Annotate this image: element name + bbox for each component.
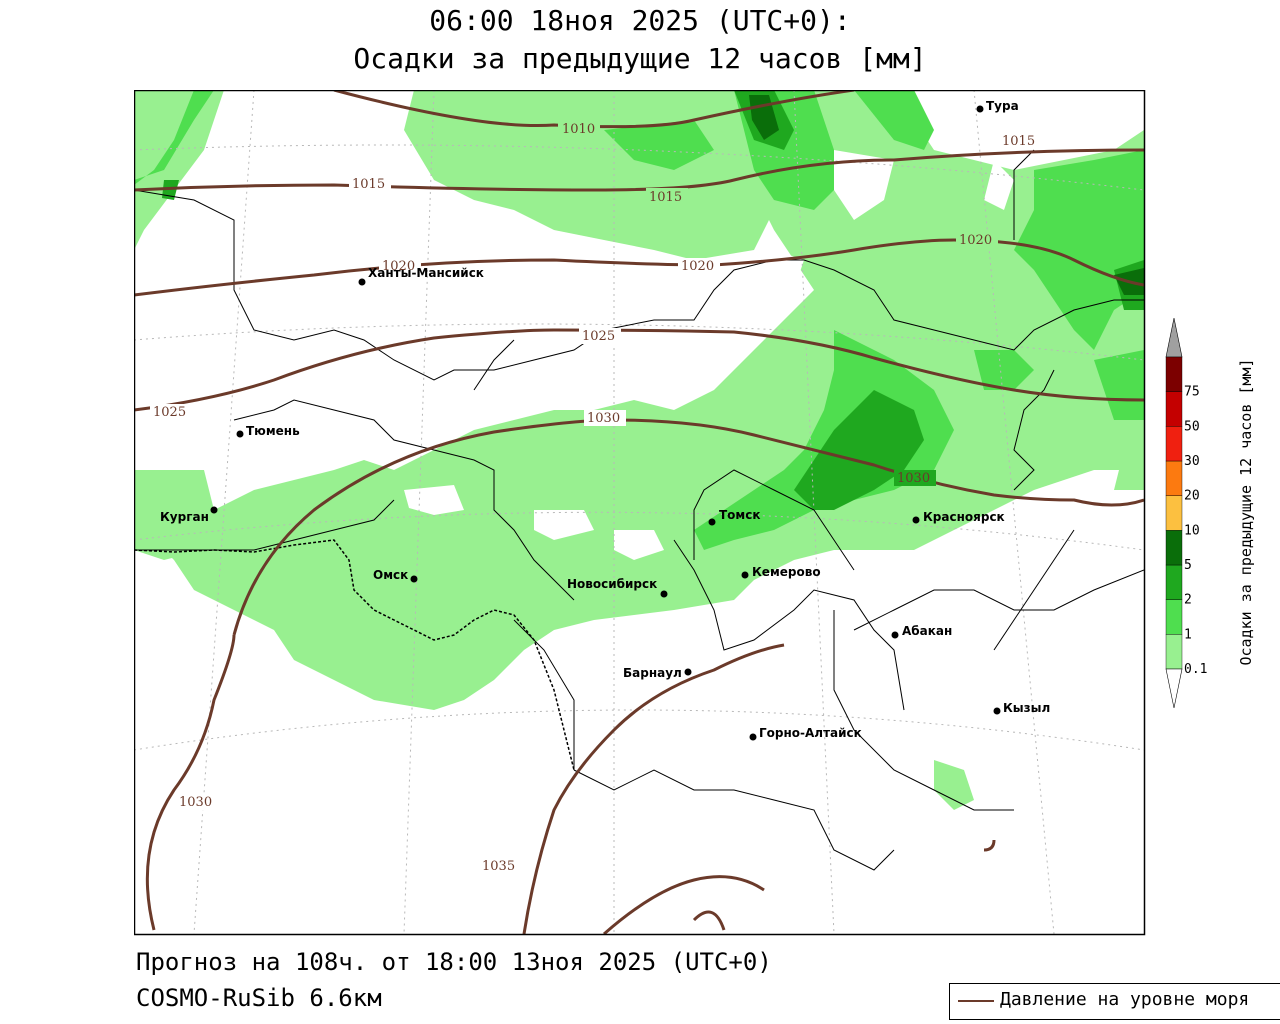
colorbar-top-arrow bbox=[1165, 317, 1183, 358]
colorbar-tick-label: 0.1 bbox=[1184, 662, 1207, 677]
colorbar-tick-label: 30 bbox=[1184, 454, 1200, 469]
legend-isobar-label: Давление на уровне моря bbox=[1000, 989, 1250, 1010]
city-marker bbox=[708, 518, 716, 526]
forecast-info: Прогноз на 108ч. от 18:00 13ноя 2025 (UT… bbox=[136, 948, 772, 976]
city-label: Новосибирск bbox=[567, 577, 657, 591]
colorbar-tick-label: 5 bbox=[1184, 558, 1192, 573]
map-frame bbox=[134, 90, 1146, 936]
model-name: COSMO-RuSib 6.6км bbox=[136, 984, 382, 1012]
city-marker bbox=[993, 707, 1001, 715]
legend-isobar-swatch bbox=[958, 1000, 994, 1002]
colorbar-tick-label: 50 bbox=[1184, 419, 1200, 434]
colorbar-swatch bbox=[1165, 495, 1183, 531]
colorbar-swatches bbox=[1165, 356, 1183, 670]
isobar-label: 1015 bbox=[649, 190, 682, 205]
city-marker bbox=[210, 506, 218, 514]
legend: Давление на уровне моря bbox=[949, 983, 1280, 1020]
city-marker bbox=[358, 278, 366, 286]
isobar-label: 1030 bbox=[587, 411, 620, 426]
colorbar-swatch bbox=[1165, 599, 1183, 635]
national-border bbox=[134, 539, 575, 771]
isobar-label: 1030 bbox=[897, 471, 930, 486]
isobar-label: 1020 bbox=[681, 259, 714, 274]
precipitation-map: 1010 1015 1015 1015 1020 1020 1020 1025 … bbox=[134, 90, 1146, 936]
colorbar-swatch bbox=[1165, 426, 1183, 462]
city-marker bbox=[660, 590, 668, 598]
isobar-label: 1015 bbox=[352, 177, 385, 192]
precip-medium-green bbox=[134, 90, 1144, 550]
city-label: Кызыл bbox=[1003, 701, 1050, 715]
city-marker bbox=[410, 575, 418, 583]
colorbar-swatch bbox=[1165, 634, 1183, 670]
colorbar-tick-label: 20 bbox=[1184, 489, 1200, 504]
city-marker bbox=[749, 733, 757, 741]
city-marker bbox=[891, 631, 899, 639]
colorbar-tick-label: 10 bbox=[1184, 523, 1200, 538]
city-marker bbox=[236, 430, 244, 438]
isobar-label: 1010 bbox=[562, 122, 595, 137]
isobar-label: 1030 bbox=[179, 795, 212, 810]
city-label: Барнаул bbox=[623, 666, 682, 680]
isobar-label: 1035 bbox=[482, 859, 515, 874]
colorbar-swatch bbox=[1165, 564, 1183, 600]
colorbar-bottom-arrow bbox=[1165, 668, 1183, 709]
city-marker bbox=[684, 668, 692, 676]
city-label: Томск bbox=[719, 508, 761, 522]
city-marker bbox=[741, 571, 749, 579]
colorbar-tick-label: 2 bbox=[1184, 593, 1192, 608]
colorbar-tick-label: 75 bbox=[1184, 385, 1200, 400]
city-label: Абакан bbox=[902, 624, 952, 638]
isobar-label: 1025 bbox=[153, 405, 186, 420]
map-title-variable: Осадки за предыдущие 12 часов [мм] bbox=[353, 42, 927, 75]
colorbar-labels: 0.1 1 2 5 10 20 30 50 75 bbox=[1184, 385, 1207, 677]
admin-borders bbox=[134, 149, 1144, 871]
colorbar-tick-label: 1 bbox=[1184, 627, 1192, 642]
colorbar-swatch bbox=[1165, 356, 1183, 392]
city-marker bbox=[976, 105, 984, 113]
city-marker bbox=[912, 516, 920, 524]
isobar-label: 1025 bbox=[582, 329, 615, 344]
city-label: Тура bbox=[986, 99, 1019, 113]
city-label: Курган bbox=[160, 510, 209, 524]
isobar-label: 1015 bbox=[1002, 134, 1035, 149]
isobar-label: 1020 bbox=[959, 233, 992, 248]
colorbar-swatch bbox=[1165, 530, 1183, 566]
city-label: Красноярск bbox=[923, 510, 1005, 524]
city-label: Кемерово bbox=[752, 565, 821, 579]
isobar-labels: 1010 1015 1015 1015 1020 1020 1020 1025 … bbox=[150, 120, 1041, 874]
isobar-label: 1020 bbox=[382, 259, 415, 274]
city-label: Тюмень bbox=[246, 424, 300, 438]
cities: Тура Ханты-Мансийск Тюмень Курган Омск Н… bbox=[160, 99, 1050, 741]
city-label: Ханты-Мансийск bbox=[368, 266, 484, 280]
colorbar-swatch bbox=[1165, 460, 1183, 496]
map-title-time: 06:00 18ноя 2025 (UTC+0): bbox=[429, 4, 851, 37]
city-label: Омск bbox=[373, 568, 408, 582]
colorbar-swatch bbox=[1165, 391, 1183, 427]
isobars bbox=[134, 90, 1144, 934]
colorbar-title: Осадки за предыдущие 12 часов [мм] bbox=[1237, 358, 1255, 666]
precipitation-colorbar: 0.1 1 2 5 10 20 30 50 75 bbox=[1165, 317, 1207, 709]
city-label: Горно-Алтайск bbox=[759, 726, 862, 740]
